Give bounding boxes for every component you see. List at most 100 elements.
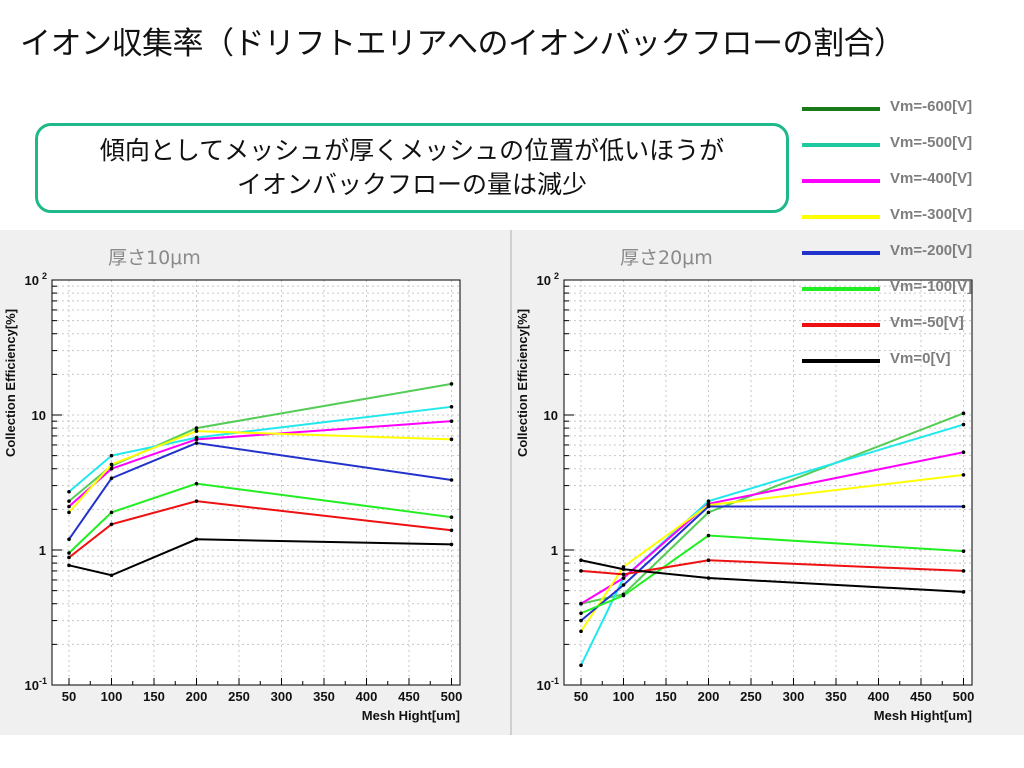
series-line <box>68 500 452 559</box>
legend-swatch <box>802 107 880 111</box>
data-point <box>621 572 626 577</box>
y-tick-label: 10 <box>544 408 558 423</box>
data-point <box>621 576 626 580</box>
data-point <box>961 473 966 477</box>
panel-divider <box>510 230 512 735</box>
legend-swatch <box>802 323 880 327</box>
data-point <box>67 499 71 503</box>
series-line <box>68 441 452 540</box>
y-tick-exponent: 2 <box>554 271 559 281</box>
legend-label: Vm=-500[V] <box>890 134 973 151</box>
x-tick-label: 250 <box>228 689 250 704</box>
data-point <box>449 542 454 547</box>
data-point <box>194 499 199 503</box>
left-chart-title: 厚さ10μm <box>108 247 201 269</box>
series-line <box>580 451 964 605</box>
series-line <box>580 505 964 622</box>
x-tick-label: 350 <box>313 689 335 704</box>
legend-swatch <box>802 287 880 291</box>
data-point <box>67 537 71 542</box>
data-point <box>109 573 114 578</box>
series-line <box>68 405 452 493</box>
data-point <box>706 510 711 515</box>
legend-item: Vm=-100[V] <box>802 278 1012 300</box>
legend-item: Vm=-400[V] <box>802 170 1012 192</box>
data-point <box>194 481 199 486</box>
data-point <box>961 549 966 553</box>
x-tick-label: 100 <box>101 689 123 704</box>
data-point <box>449 419 454 423</box>
legend-item: Vm=-50[V] <box>802 314 1012 336</box>
series-line <box>580 473 964 632</box>
y-tick-label: 10 <box>25 678 39 693</box>
data-point <box>194 537 199 542</box>
legend-swatch <box>802 251 880 255</box>
legend-swatch <box>802 215 880 219</box>
y-axis-label: Collection Efficiency[%] <box>3 309 18 457</box>
x-tick-label: 150 <box>143 689 165 704</box>
data-point <box>961 411 966 416</box>
data-point <box>449 528 454 533</box>
data-point <box>579 569 583 573</box>
legend-swatch <box>802 179 880 183</box>
x-tick-label: 450 <box>398 689 420 704</box>
data-point <box>449 515 454 519</box>
data-point <box>706 499 711 503</box>
data-point <box>706 558 711 563</box>
data-point <box>194 429 199 433</box>
data-point <box>449 382 454 386</box>
legend-label: Vm=0[V] <box>890 350 951 367</box>
data-point <box>579 611 583 616</box>
x-axis-label: Mesh Hight[um] <box>874 708 972 723</box>
series-line <box>580 534 964 615</box>
series-line <box>68 430 452 514</box>
data-point <box>67 551 71 555</box>
data-point <box>67 510 71 515</box>
x-tick-label: 400 <box>356 689 378 704</box>
right-chart-title: 厚さ20μm <box>620 247 713 269</box>
data-point <box>67 504 71 509</box>
y-tick-exponent: 2 <box>42 271 47 281</box>
data-point <box>194 441 199 445</box>
x-tick-label: 50 <box>62 689 76 704</box>
x-tick-label: 250 <box>740 689 762 704</box>
x-tick-label: 500 <box>441 689 463 704</box>
data-point <box>109 466 114 471</box>
y-tick-label: 10 <box>32 408 46 423</box>
x-tick-label: 200 <box>186 689 208 704</box>
data-point <box>449 478 454 482</box>
data-point <box>67 555 71 560</box>
data-point <box>706 533 711 538</box>
data-point <box>961 422 966 427</box>
x-tick-label: 500 <box>953 689 975 704</box>
series-line <box>580 559 964 593</box>
legend-item: Vm=-500[V] <box>802 134 1012 156</box>
y-tick-label: 1 <box>39 543 46 558</box>
data-point <box>961 504 966 509</box>
x-tick-label: 450 <box>910 689 932 704</box>
y-tick-label: 10 <box>537 273 551 288</box>
slide-title: イオン収集率（ドリフトエリアへのイオンバックフローの割合） <box>20 26 905 62</box>
data-point <box>67 489 71 494</box>
data-point <box>67 563 71 568</box>
plot-frame <box>51 279 461 686</box>
data-point <box>961 569 966 573</box>
legend-item: Vm=-200[V] <box>802 242 1012 264</box>
x-tick-label: 100 <box>613 689 635 704</box>
y-tick-exponent: -1 <box>551 676 559 686</box>
x-tick-label: 350 <box>825 689 847 704</box>
legend-swatch <box>802 359 880 363</box>
legend-item: Vm=0[V] <box>802 350 1012 372</box>
data-point <box>579 663 583 668</box>
data-point <box>109 453 114 458</box>
data-point <box>109 462 114 467</box>
data-point <box>449 437 454 442</box>
data-point <box>621 567 626 572</box>
series-line <box>580 559 964 576</box>
x-tick-label: 300 <box>783 689 805 704</box>
legend-label: Vm=-50[V] <box>890 314 964 331</box>
x-tick-label: 300 <box>271 689 293 704</box>
data-point <box>579 558 583 563</box>
plot-area <box>52 280 460 685</box>
